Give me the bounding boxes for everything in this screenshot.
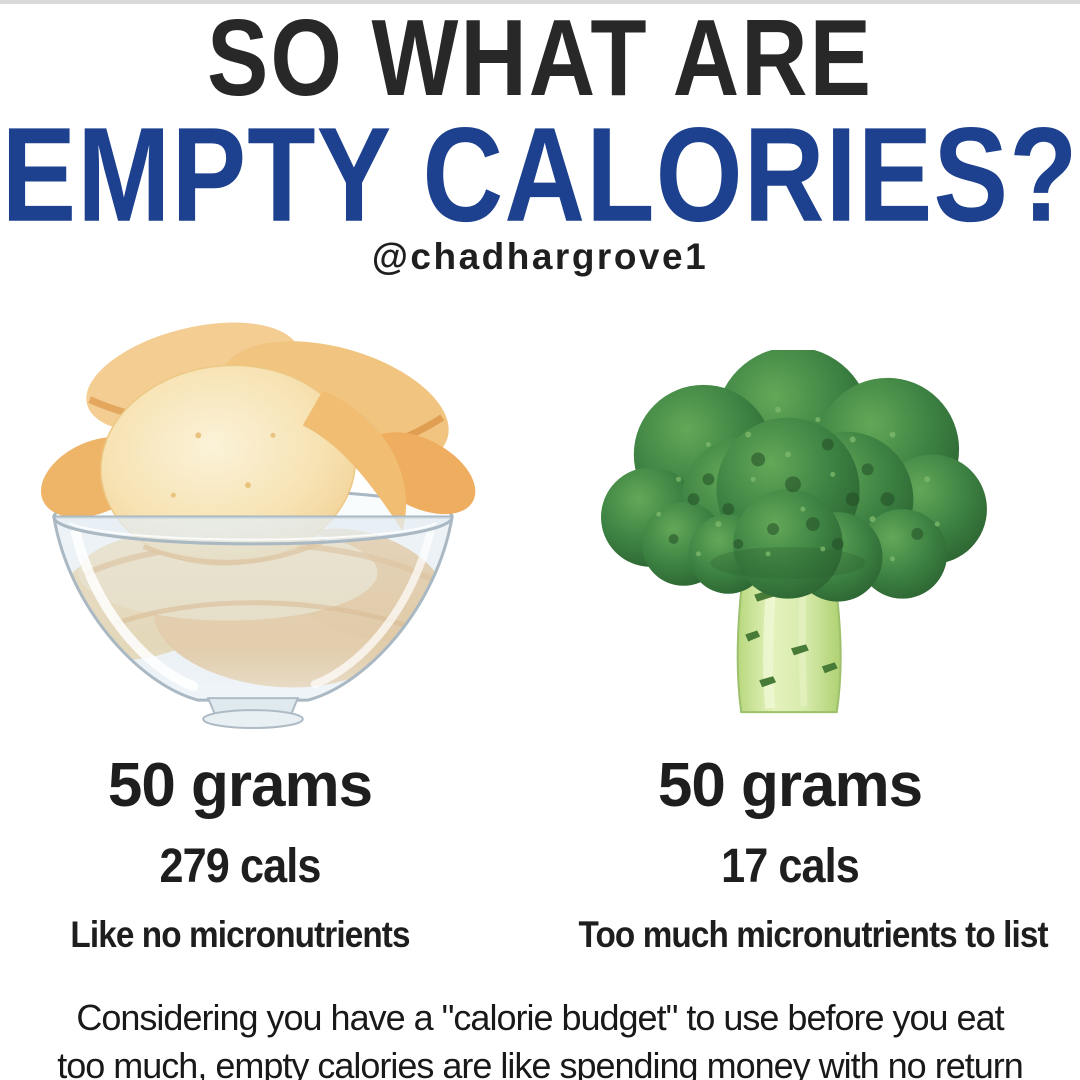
caption-line-2: too much, empty calories are like spendi… [57, 1045, 1024, 1080]
broccoli-micronutrients-note: Too much micronutrients to list [578, 914, 1049, 955]
chips-calories-label: 279 cals [159, 840, 322, 893]
broccoli-stats: 50 grams 17 cals Too much micronutrients… [555, 751, 1049, 956]
broccoli-image [600, 350, 987, 714]
chips-grams-label: 50 grams [107, 751, 373, 820]
chips-micronutrients-note: Like no micronutrients [70, 914, 410, 955]
title-line-2: EMPTY CALORIES? [1, 99, 1079, 250]
author-handle: @chadhargrove1 [371, 236, 709, 277]
title-line-1: SO WHAT ARE [207, 0, 873, 119]
top-edge-strip [0, 0, 1080, 4]
caption-line-1: Considering you have a "calorie budget" … [76, 997, 1004, 1038]
chips-stats: 50 grams 279 cals Like no micronutrients [15, 755, 465, 956]
broccoli-grams-label: 50 grams [657, 751, 923, 820]
potato-chips-bowl-image [40, 322, 476, 730]
bottom-caption: Considering you have a "calorie budget" … [0, 994, 1080, 1080]
broccoli-calories-label: 17 cals [721, 840, 860, 893]
